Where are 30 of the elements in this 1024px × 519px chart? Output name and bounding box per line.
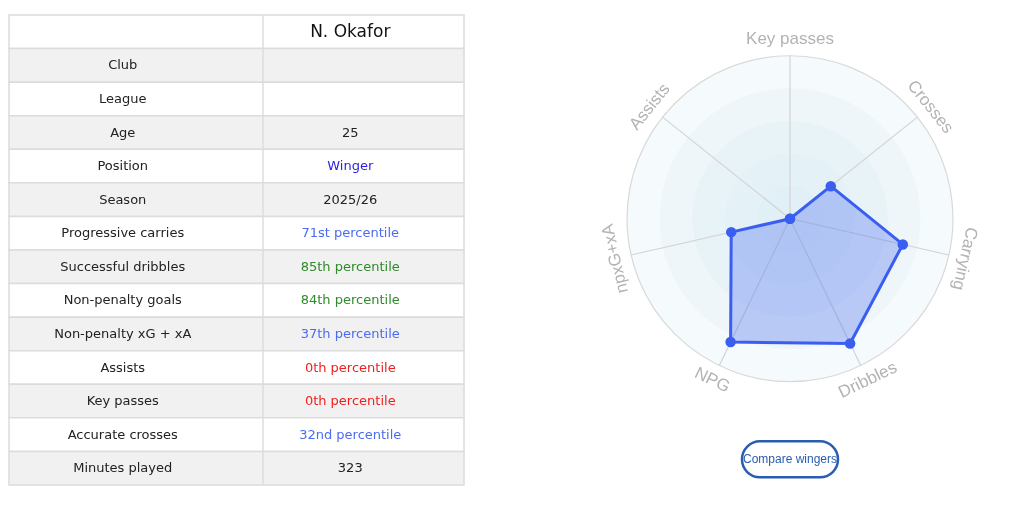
category-label: Key passes bbox=[86, 393, 160, 409]
category-label: Age bbox=[110, 124, 136, 140]
text: 0th percentile bbox=[304, 359, 396, 375]
category-label: Minutes played bbox=[73, 460, 173, 476]
category-label: League bbox=[99, 90, 147, 106]
text: 84th percentile bbox=[300, 292, 400, 308]
text: 32nd percentile bbox=[299, 426, 402, 442]
spoke-label: Key passes bbox=[746, 29, 834, 49]
category-label: Club bbox=[108, 57, 138, 73]
text: N. Okafor bbox=[310, 20, 391, 41]
text: 85th percentile bbox=[300, 258, 400, 274]
text: 37th percentile bbox=[300, 325, 400, 341]
category-label: Accurate crosses bbox=[67, 426, 179, 442]
spoke-label: npxG+xA bbox=[597, 221, 632, 296]
text: 25 bbox=[341, 124, 359, 140]
spoke-label: NPG bbox=[691, 363, 734, 397]
text: 0th percentile bbox=[304, 393, 396, 409]
category-label: Season bbox=[99, 191, 147, 207]
text: Compare wingers bbox=[742, 452, 838, 467]
category-label: Successful dribbles bbox=[60, 258, 186, 274]
category-label: Non-penalty goals bbox=[63, 292, 183, 308]
category-label: Progressive carries bbox=[61, 225, 185, 241]
text: 323 bbox=[337, 460, 363, 476]
text: Winger bbox=[327, 158, 374, 174]
category-label: Position bbox=[97, 158, 149, 174]
category-label: Assists bbox=[100, 359, 146, 375]
text: 2025/26 bbox=[323, 191, 378, 207]
text: 71st percentile bbox=[301, 225, 400, 241]
spoke-label: Carrying bbox=[948, 225, 982, 293]
category-label: Non-penalty xG + xA bbox=[54, 325, 192, 341]
